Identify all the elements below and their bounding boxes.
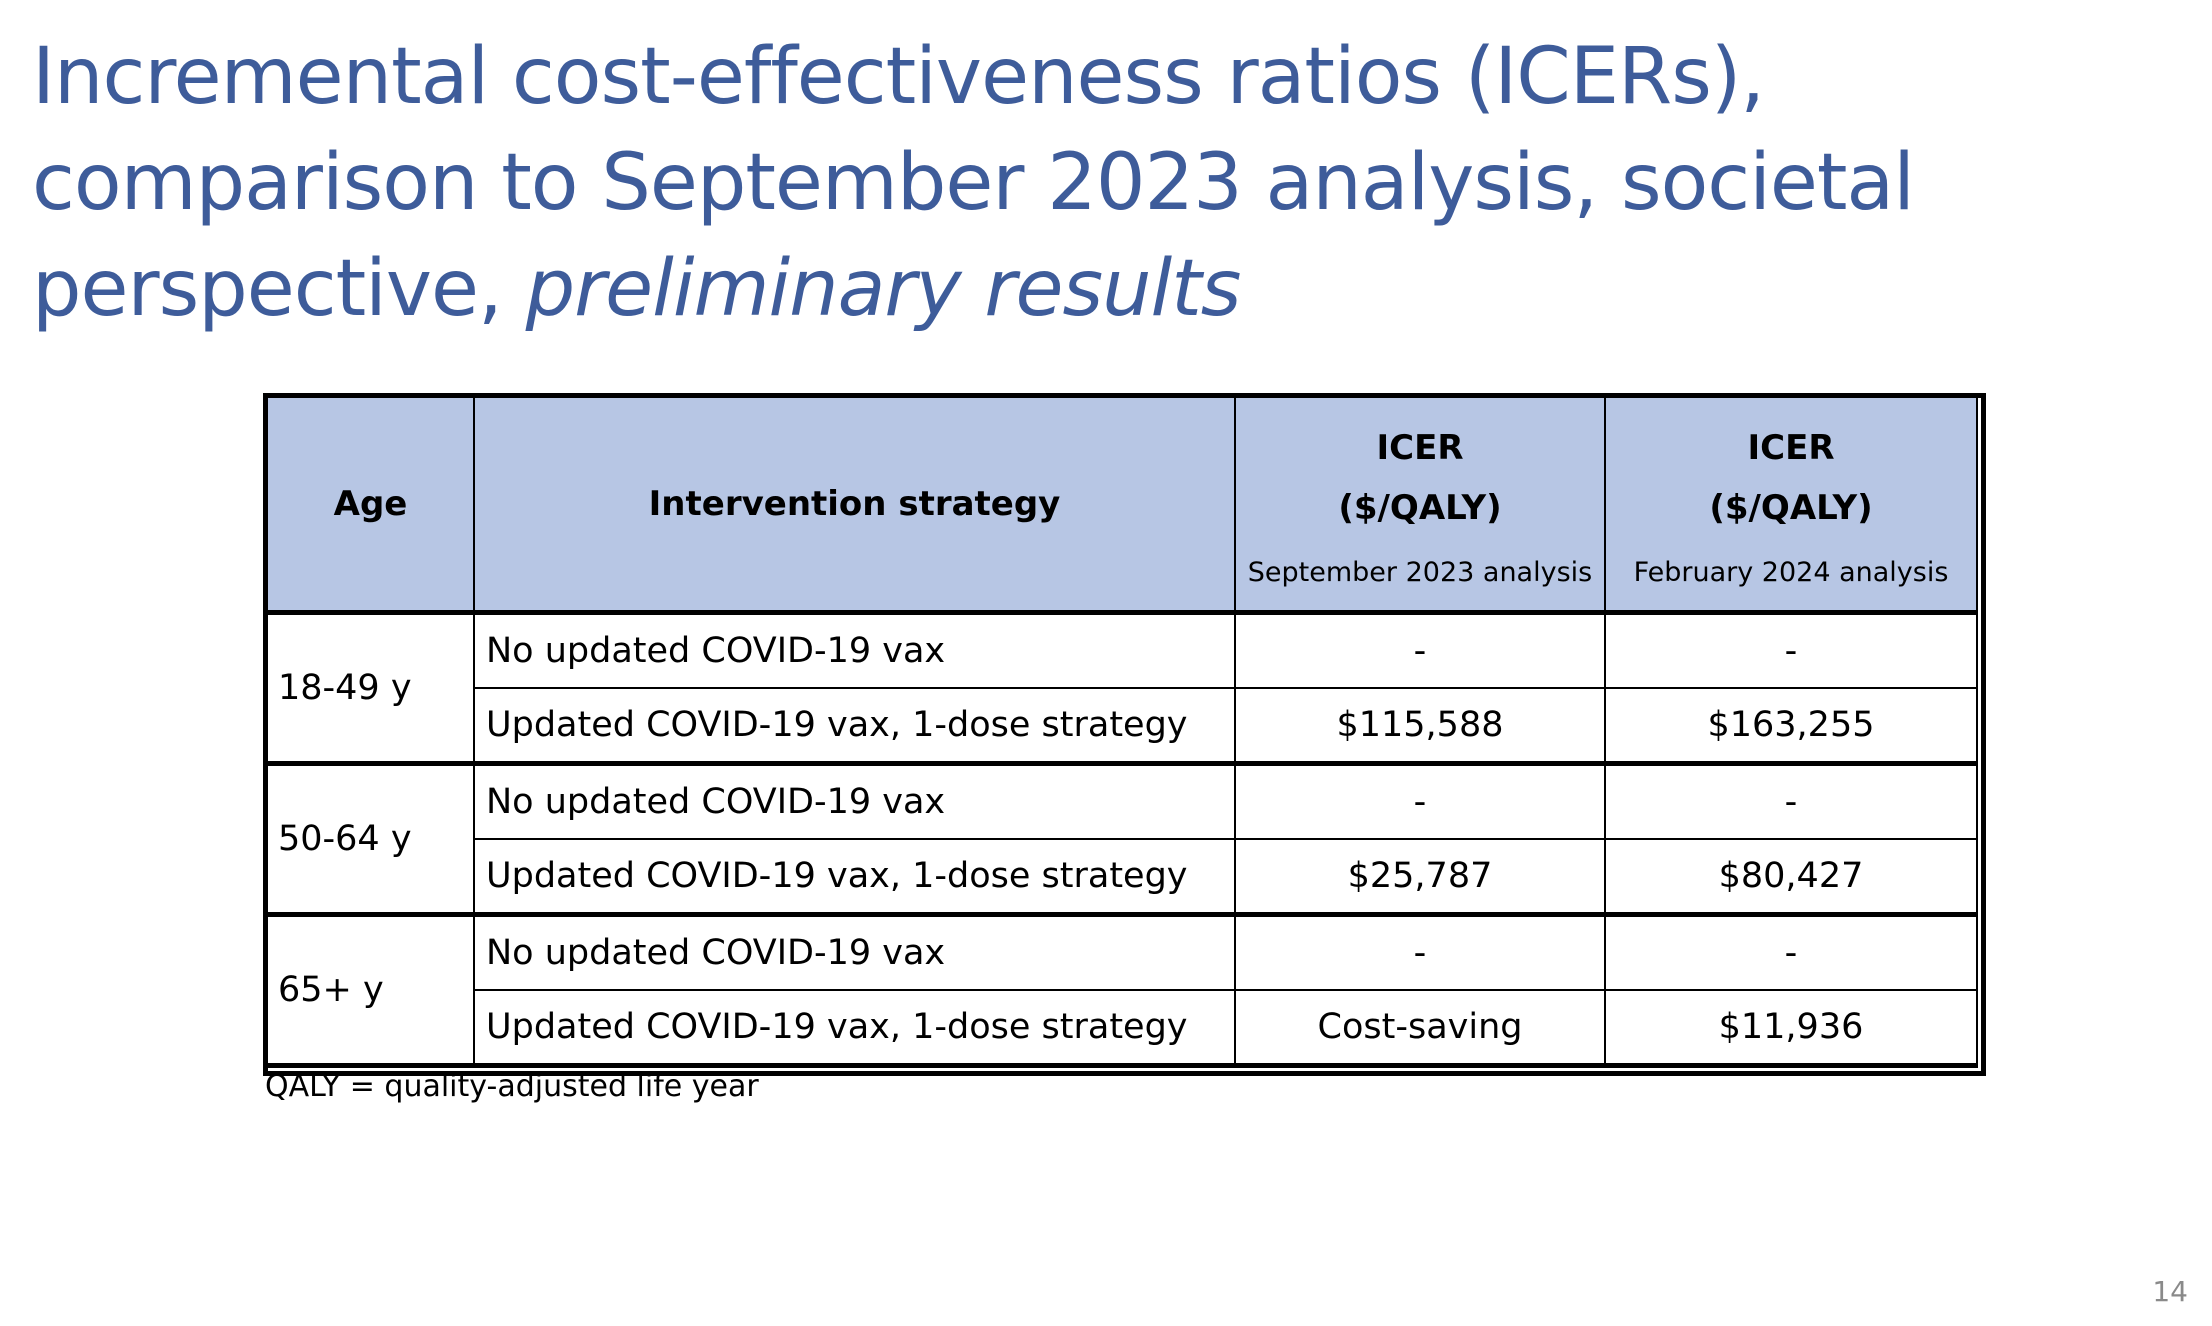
header-icer-sep-label: ICER bbox=[1376, 428, 1464, 468]
table-header-row: Age Intervention strategy ICER ($/QALY) … bbox=[266, 396, 1978, 615]
footnote: QALY = quality-adjusted life year bbox=[265, 1069, 759, 1104]
icer-table: Age Intervention strategy ICER ($/QALY) … bbox=[266, 396, 1978, 1068]
header-icer-feb-subtitle: February 2024 analysis bbox=[1633, 557, 1949, 588]
title-line-3-normal: perspective, bbox=[32, 244, 526, 334]
title-line-2: comparison to September 2023 analysis, s… bbox=[32, 138, 1915, 228]
title-line-3: perspective, preliminary results bbox=[32, 236, 2032, 342]
icer-feb-2024-cell: $163,255 bbox=[1604, 687, 1978, 766]
header-icer-february-2024: ICER ($/QALY) February 2024 analysis bbox=[1604, 396, 1978, 615]
icer-feb-2024-cell: $80,427 bbox=[1604, 838, 1978, 917]
header-icer-feb-label: ICER bbox=[1747, 428, 1835, 468]
header-icer-sep-unit: ($/QALY) bbox=[1338, 488, 1502, 528]
icer-sep-2023-cell: Cost-saving bbox=[1234, 989, 1606, 1068]
strategy-cell: Updated COVID-19 vax, 1-dose strategy bbox=[473, 687, 1236, 766]
header-icer-september-2023: ICER ($/QALY) September 2023 analysis bbox=[1234, 396, 1606, 615]
icer-feb-2024-cell: - bbox=[1604, 611, 1978, 689]
icer-sep-2023-cell: $25,787 bbox=[1234, 838, 1606, 917]
table-row: 50-64 y No updated COVID-19 vax - - bbox=[266, 762, 1978, 917]
page-number: 14 bbox=[2152, 1275, 2188, 1308]
age-group-cell: 50-64 y bbox=[266, 762, 475, 917]
header-age: Age bbox=[266, 396, 475, 615]
strategy-cell: No updated COVID-19 vax bbox=[473, 762, 1236, 840]
icer-sep-2023-cell: - bbox=[1234, 611, 1606, 689]
strategy-cell: Updated COVID-19 vax, 1-dose strategy bbox=[473, 989, 1236, 1068]
strategy-cell: No updated COVID-19 vax bbox=[473, 611, 1236, 689]
table-row: 18-49 y No updated COVID-19 vax - - bbox=[266, 611, 1978, 766]
title-line-1: Incremental cost-effectiveness ratios (I… bbox=[32, 32, 1765, 122]
strategy-cell: No updated COVID-19 vax bbox=[473, 913, 1236, 991]
table-row: Updated COVID-19 vax, 1-dose strategy Co… bbox=[267, 989, 1978, 1068]
slide-title: Incremental cost-effectiveness ratios (I… bbox=[32, 24, 2032, 342]
age-group-cell: 18-49 y bbox=[266, 611, 475, 766]
age-group-cell: 65+ y bbox=[266, 913, 475, 1068]
icer-feb-2024-cell: - bbox=[1604, 913, 1978, 991]
title-line-3-italic: preliminary results bbox=[525, 244, 1242, 334]
table-row: Updated COVID-19 vax, 1-dose strategy $1… bbox=[267, 687, 1978, 766]
table-row: Updated COVID-19 vax, 1-dose strategy $2… bbox=[267, 838, 1978, 917]
icer-sep-2023-cell: $115,588 bbox=[1234, 687, 1606, 766]
icer-sep-2023-cell: - bbox=[1234, 762, 1606, 840]
header-icer-feb-unit: ($/QALY) bbox=[1709, 488, 1873, 528]
icer-sep-2023-cell: - bbox=[1234, 913, 1606, 991]
header-strategy: Intervention strategy bbox=[473, 396, 1236, 615]
header-icer-sep-subtitle: September 2023 analysis bbox=[1247, 557, 1593, 588]
icer-feb-2024-cell: - bbox=[1604, 762, 1978, 840]
strategy-cell: Updated COVID-19 vax, 1-dose strategy bbox=[473, 838, 1236, 917]
icer-feb-2024-cell: $11,936 bbox=[1604, 989, 1978, 1068]
table-row: 65+ y No updated COVID-19 vax - - bbox=[266, 913, 1978, 1068]
